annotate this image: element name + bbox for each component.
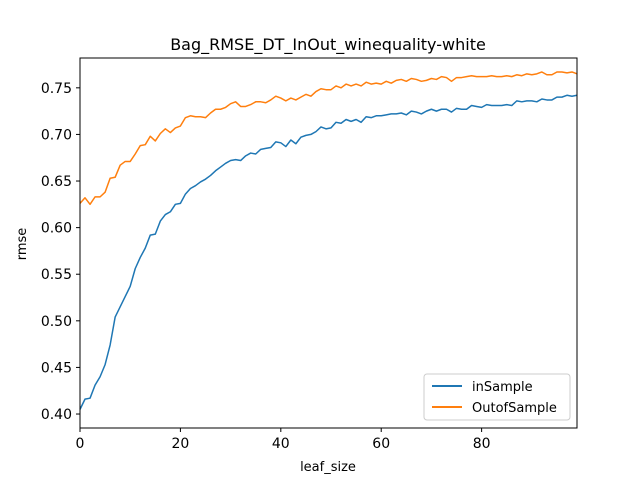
x-tick-label: 0 (76, 436, 85, 452)
x-tick-label: 60 (372, 436, 390, 452)
y-axis-label: rmse (15, 228, 30, 261)
series-line-OutofSample (79, 71, 578, 206)
legend-label-inSample: inSample (472, 380, 533, 395)
x-tick-label: 40 (272, 436, 290, 452)
legend-label-OutofSample: OutofSample (472, 401, 557, 416)
series-line-inSample (79, 94, 578, 410)
y-tick-label: 0.50 (41, 314, 72, 330)
x-tick-label: 20 (171, 436, 189, 452)
y-tick-label: 0.40 (41, 407, 72, 423)
y-tick-label: 0.55 (41, 267, 72, 283)
x-axis-label: leaf_size (300, 460, 356, 475)
chart-title: Bag_RMSE_DT_InOut_winequality-white (170, 35, 486, 55)
x-axis-ticks: 0 20 40 60 80 (76, 428, 491, 452)
legend: inSample OutofSample (423, 373, 571, 421)
y-tick-label: 0.60 (41, 221, 72, 237)
plot-frame (79, 57, 578, 429)
plot-area (79, 71, 578, 410)
y-tick-label: 0.75 (41, 81, 72, 97)
x-tick-label: 80 (473, 436, 491, 452)
y-tick-label: 0.65 (41, 174, 72, 190)
y-tick-label: 0.70 (41, 127, 72, 143)
y-tick-label: 0.45 (41, 360, 72, 376)
y-axis-ticks: 0.40 0.45 0.50 0.55 0.60 0.65 0.70 0.75 (41, 81, 80, 423)
